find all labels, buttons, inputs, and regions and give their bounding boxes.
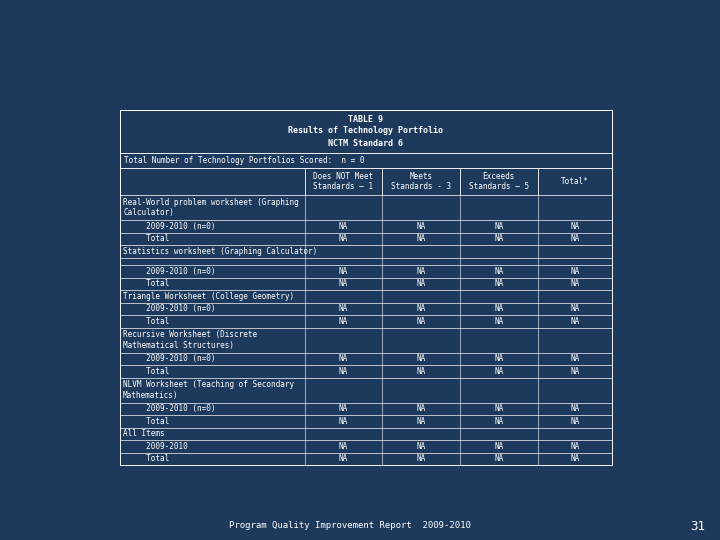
Text: Total: Total — [123, 279, 169, 288]
Text: Total: Total — [123, 367, 169, 376]
Text: 2009-2010 (n=0): 2009-2010 (n=0) — [123, 404, 215, 413]
Text: NA: NA — [338, 354, 348, 363]
Bar — [120, 440, 612, 453]
Text: NA: NA — [416, 279, 426, 288]
Text: NA: NA — [570, 234, 580, 243]
Text: NA: NA — [570, 304, 580, 313]
Text: Total: Total — [123, 417, 169, 426]
Text: NA: NA — [416, 442, 426, 451]
Text: NA: NA — [338, 442, 348, 451]
Text: NA: NA — [494, 222, 503, 231]
Text: NA: NA — [494, 234, 503, 243]
Text: NA: NA — [570, 417, 580, 426]
Bar — [120, 153, 612, 168]
Text: NA: NA — [494, 367, 503, 376]
Bar — [120, 220, 612, 233]
Text: NA: NA — [416, 267, 426, 276]
Text: NA: NA — [494, 267, 503, 276]
Text: NA: NA — [416, 222, 426, 231]
Text: NA: NA — [416, 454, 426, 463]
Text: NA: NA — [416, 304, 426, 313]
Bar — [120, 233, 612, 245]
Text: NA: NA — [570, 354, 580, 363]
Text: NA: NA — [570, 454, 580, 463]
Text: 31: 31 — [690, 519, 706, 532]
Text: NA: NA — [570, 317, 580, 326]
Text: Total: Total — [123, 234, 169, 243]
Text: TABLE 9: TABLE 9 — [348, 115, 384, 124]
Bar — [120, 402, 612, 415]
Text: Statistics worksheet (Graphing Calculator): Statistics worksheet (Graphing Calculato… — [123, 247, 318, 256]
Bar — [120, 265, 612, 278]
Bar — [120, 302, 612, 315]
Bar — [120, 110, 612, 153]
Text: NA: NA — [570, 367, 580, 376]
Bar — [120, 278, 612, 290]
Bar — [120, 428, 612, 440]
Text: NA: NA — [494, 304, 503, 313]
Text: NA: NA — [416, 354, 426, 363]
Text: NA: NA — [570, 442, 580, 451]
Text: NA: NA — [416, 367, 426, 376]
Text: Does NOT Meet
Standards – 1: Does NOT Meet Standards – 1 — [313, 172, 374, 191]
Bar — [120, 245, 612, 258]
Bar — [120, 365, 612, 377]
Text: 2009-2010 (n=0): 2009-2010 (n=0) — [123, 354, 215, 363]
Bar — [120, 315, 612, 327]
Text: NA: NA — [494, 317, 503, 326]
Text: NA: NA — [338, 404, 348, 413]
Bar — [120, 195, 612, 220]
Bar — [120, 258, 612, 265]
Text: 2009-2010 (n=0): 2009-2010 (n=0) — [123, 222, 215, 231]
Text: Recursive Worksheet (Discrete
Mathematical Structures): Recursive Worksheet (Discrete Mathematic… — [123, 330, 257, 350]
Text: NCTM Standard 6: NCTM Standard 6 — [328, 139, 403, 148]
Text: NA: NA — [338, 234, 348, 243]
Text: Meets
Standards - 3: Meets Standards - 3 — [391, 172, 451, 191]
Text: NA: NA — [494, 454, 503, 463]
Text: NA: NA — [494, 404, 503, 413]
Text: NA: NA — [494, 279, 503, 288]
Text: NA: NA — [416, 404, 426, 413]
Text: Total: Total — [123, 454, 169, 463]
Text: 2009-2010 (n=0): 2009-2010 (n=0) — [123, 267, 215, 276]
Text: NA: NA — [494, 442, 503, 451]
Text: NA: NA — [570, 267, 580, 276]
Text: NA: NA — [338, 267, 348, 276]
Text: Triangle Worksheet (College Geometry): Triangle Worksheet (College Geometry) — [123, 292, 294, 301]
Text: 2009-2010: 2009-2010 — [123, 442, 188, 451]
Bar — [120, 453, 612, 465]
Text: NA: NA — [416, 417, 426, 426]
Bar — [120, 377, 612, 402]
Text: Results of Technology Portfolio: Results of Technology Portfolio — [289, 126, 444, 135]
Text: 2009-2010 (n=0): 2009-2010 (n=0) — [123, 304, 215, 313]
Text: Total: Total — [123, 317, 169, 326]
Text: NA: NA — [338, 279, 348, 288]
Text: NLVM Worksheet (Teaching of Secondary
Mathematics): NLVM Worksheet (Teaching of Secondary Ma… — [123, 380, 294, 400]
Bar — [120, 415, 612, 428]
Text: NA: NA — [570, 222, 580, 231]
Text: All Items: All Items — [123, 429, 165, 438]
Text: NA: NA — [338, 367, 348, 376]
Bar — [120, 290, 612, 302]
Text: NA: NA — [338, 222, 348, 231]
Text: NA: NA — [494, 354, 503, 363]
Text: NA: NA — [338, 454, 348, 463]
Bar — [120, 327, 612, 353]
Text: Total Number of Technology Portfolios Scored:  n = 0: Total Number of Technology Portfolios Sc… — [124, 156, 364, 165]
Text: Real-World problem worksheet (Graphing
Calculator): Real-World problem worksheet (Graphing C… — [123, 198, 299, 217]
Text: NA: NA — [570, 279, 580, 288]
Bar — [120, 168, 612, 195]
Text: NA: NA — [570, 404, 580, 413]
Text: Exceeds
Standards – 5: Exceeds Standards – 5 — [469, 172, 529, 191]
Text: NA: NA — [494, 417, 503, 426]
Text: NA: NA — [416, 317, 426, 326]
Text: NA: NA — [338, 304, 348, 313]
Bar — [120, 110, 612, 465]
Text: NA: NA — [338, 417, 348, 426]
Text: Total*: Total* — [561, 177, 589, 186]
Text: Program Quality Improvement Report  2009-2010: Program Quality Improvement Report 2009-… — [229, 522, 471, 530]
Text: NA: NA — [338, 317, 348, 326]
Text: NA: NA — [416, 234, 426, 243]
Bar — [120, 353, 612, 365]
